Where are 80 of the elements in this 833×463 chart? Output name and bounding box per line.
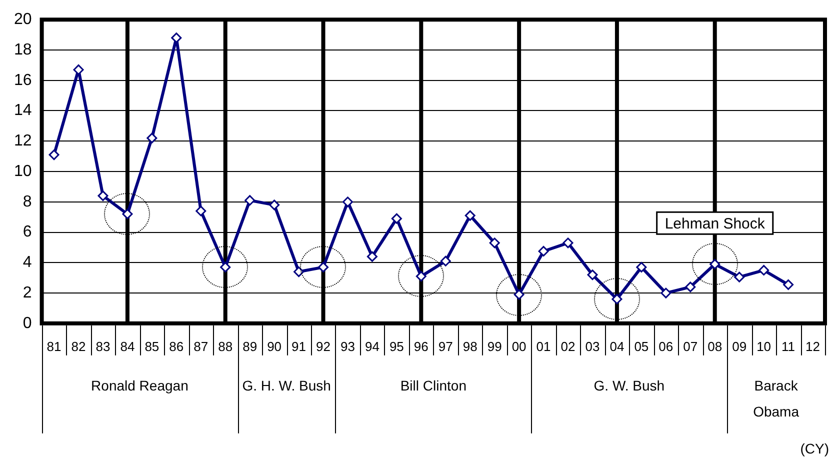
point — [440, 256, 451, 266]
point — [73, 64, 84, 75]
x-tick-label: 09 — [732, 338, 747, 354]
text: Barack Obama — [753, 377, 800, 420]
point — [783, 279, 794, 290]
x-tick-label: 01 — [536, 338, 551, 354]
x-tick-label: 10 — [756, 338, 772, 354]
point — [98, 190, 108, 202]
x-tick-label: 87 — [194, 338, 208, 354]
text: G. H. W. Bush — [242, 377, 331, 394]
point — [612, 294, 622, 304]
y-tick-label: 18 — [14, 41, 32, 58]
y-tick-label: 2 — [22, 284, 32, 302]
point — [685, 282, 696, 292]
x-tick-label: 04 — [610, 338, 624, 354]
x-tick-label: 07 — [683, 338, 698, 354]
x-tick-label: 93 — [340, 338, 355, 354]
point — [391, 213, 402, 224]
point — [660, 288, 672, 298]
x-tick-label: 85 — [144, 338, 160, 354]
annotation: Lehman Shock — [664, 215, 766, 232]
point — [220, 262, 231, 272]
x-tick-label: 98 — [462, 338, 478, 354]
point — [366, 251, 378, 262]
point — [196, 206, 206, 216]
x-tick-label: 86 — [169, 338, 184, 354]
x-tick-label: 90 — [267, 338, 282, 354]
x-tick-label: 06 — [658, 338, 674, 354]
point — [562, 238, 574, 248]
y-tick-label: 10 — [14, 162, 32, 180]
point — [636, 262, 647, 272]
x-tick-label: 92 — [316, 338, 330, 354]
x-tick-label: 84 — [120, 338, 135, 354]
point — [514, 289, 524, 300]
x-tick-label: 02 — [560, 338, 576, 354]
x-tick-label: 11 — [782, 338, 796, 354]
point — [538, 246, 549, 256]
y-tick-label: 16 — [14, 72, 32, 89]
x-tick-label: 88 — [218, 338, 233, 354]
x-tick-label: 83 — [96, 338, 110, 354]
x-tick-label: 81 — [46, 338, 62, 354]
x-tick-label: 03 — [585, 338, 600, 354]
point — [294, 266, 304, 278]
point — [342, 196, 353, 208]
point — [48, 150, 60, 160]
text: (CY) — [800, 440, 829, 456]
y-tick-label: 0 — [22, 314, 32, 332]
y-tick-label: 6 — [22, 224, 32, 241]
y-tick-label: 4 — [22, 254, 32, 272]
x-tick-label: 94 — [364, 338, 380, 354]
x-tick-label: 99 — [487, 338, 502, 354]
y-tick-label: 20 — [14, 11, 32, 28]
y-tick-label: 12 — [14, 132, 32, 150]
point — [489, 238, 500, 248]
text: G. W. Bush — [594, 377, 665, 394]
x-tick-label: 95 — [389, 338, 404, 354]
x-tick-label: 97 — [438, 338, 453, 354]
x-tick-label: 96 — [414, 338, 428, 354]
x-tick-label: 05 — [634, 338, 649, 354]
point — [734, 272, 745, 282]
x-tick-label: 89 — [242, 338, 258, 354]
point — [464, 210, 476, 221]
y-tick-label: 14 — [14, 102, 32, 120]
x-tick-label: 82 — [71, 338, 86, 354]
point — [244, 195, 256, 206]
point — [710, 258, 720, 270]
point — [587, 270, 598, 280]
point — [318, 262, 329, 272]
x-tick-label: 91 — [292, 338, 306, 354]
x-tick-label: 12 — [806, 338, 820, 354]
x-tick-label: 00 — [512, 338, 526, 354]
point — [758, 264, 770, 276]
text: Ronald Reagan — [91, 377, 188, 394]
point — [146, 132, 158, 144]
y-tick-label: 8 — [22, 193, 32, 210]
point — [416, 271, 426, 282]
x-tick-label: 08 — [708, 338, 722, 354]
text: Bill Clinton — [400, 377, 466, 394]
point — [122, 208, 133, 220]
point — [269, 200, 280, 210]
